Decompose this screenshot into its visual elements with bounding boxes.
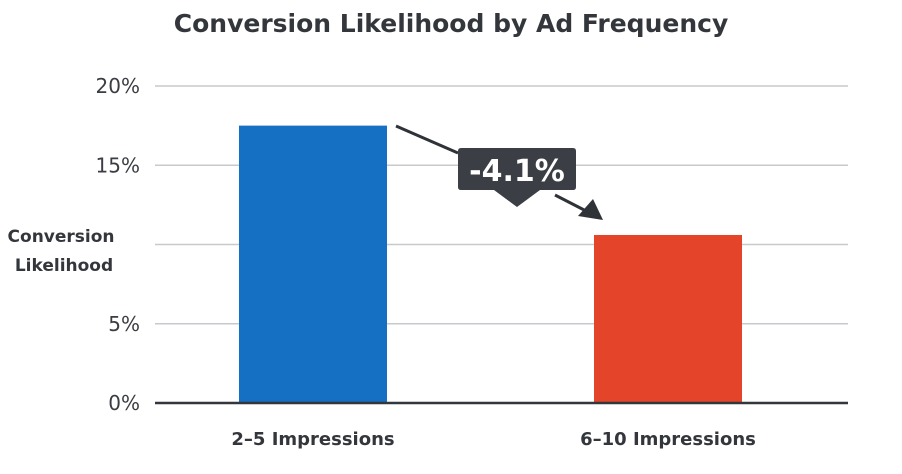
- change-annotation: -4.1%: [395, 124, 603, 220]
- bar: [594, 234, 742, 403]
- y-tick-label: 15%: [96, 153, 140, 177]
- annotation-callout: [458, 148, 576, 207]
- annotation-text: -4.1%: [469, 154, 565, 189]
- x-category-label: 6–10 Impressions: [580, 429, 756, 450]
- bar: [239, 125, 387, 403]
- x-category-label: 2–5 Impressions: [231, 429, 394, 450]
- bars: [239, 125, 742, 403]
- y-tick-label: 5%: [108, 312, 140, 336]
- arrowhead-icon: [578, 199, 603, 220]
- y-tick-label: 20%: [96, 74, 140, 98]
- y-axis-ticks: 0% 5% 15% 20%: [96, 74, 140, 415]
- y-tick-label: 0%: [108, 391, 140, 415]
- y-axis-label: Conversion Likelihood: [8, 227, 121, 276]
- annotation-arrow-line-start: [395, 124, 459, 155]
- x-axis-categories: 2–5 Impressions 6–10 Impressions: [231, 429, 756, 450]
- chart-title: Conversion Likelihood by Ad Frequency: [174, 9, 729, 38]
